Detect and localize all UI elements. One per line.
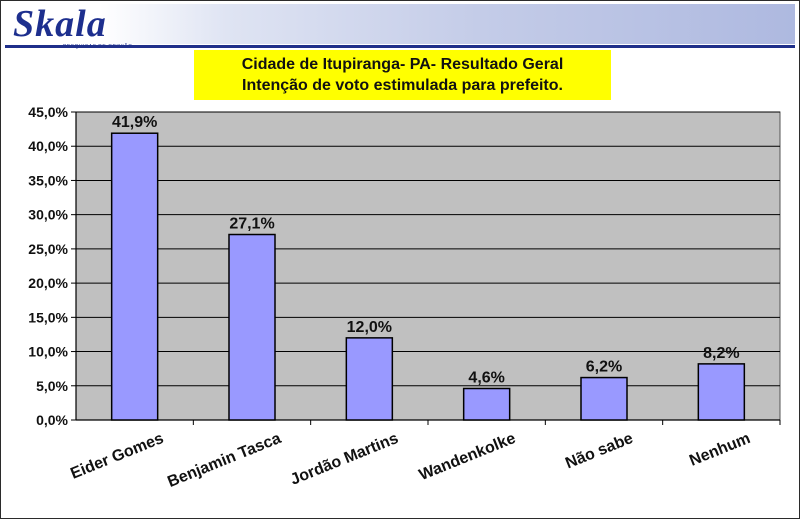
bar-3 bbox=[345, 337, 394, 421]
bar-1 bbox=[110, 132, 159, 421]
data-label: 27,1% bbox=[229, 216, 274, 233]
data-label: 12,0% bbox=[347, 319, 392, 336]
bar-4 bbox=[462, 387, 511, 421]
header-band: Skala PESQUISAS DE OPINIÃO bbox=[5, 3, 795, 50]
y-tick-label: 35,0% bbox=[28, 172, 68, 188]
chart-title: Cidade de Itupiranga- PA- Resultado Gera… bbox=[194, 50, 611, 100]
x-category-label: Benjamin Tasca bbox=[165, 430, 283, 491]
y-tick-label: 10,0% bbox=[28, 344, 68, 360]
x-category-label: Não sabe bbox=[563, 430, 635, 472]
data-label: 4,6% bbox=[468, 370, 504, 387]
y-tick-label: 0,0% bbox=[36, 412, 68, 428]
skala-logo: Skala bbox=[13, 3, 107, 45]
data-label: 8,2% bbox=[703, 345, 739, 362]
data-label: 6,2% bbox=[586, 359, 622, 376]
y-tick-label: 40,0% bbox=[28, 138, 68, 154]
y-tick-label: 25,0% bbox=[28, 241, 68, 257]
header-rule bbox=[5, 45, 795, 48]
y-tick-label: 15,0% bbox=[28, 309, 68, 325]
bar-5 bbox=[580, 376, 628, 421]
chart-title-line-2: Intenção de voto estimulada para prefeit… bbox=[242, 77, 563, 94]
x-category-label: Eider Gomes bbox=[68, 430, 166, 483]
y-tick-label: 5,0% bbox=[36, 378, 68, 394]
bar-2 bbox=[228, 233, 276, 421]
data-label: 41,9% bbox=[112, 114, 157, 131]
x-category-label: Wandenkolke bbox=[417, 430, 519, 484]
y-tick-label: 20,0% bbox=[28, 275, 68, 291]
x-category-label: Jordão Martins bbox=[288, 430, 401, 489]
bar-6 bbox=[697, 363, 746, 421]
plot-area bbox=[75, 111, 781, 421]
chart-title-line-1: Cidade de Itupiranga- PA- Resultado Gera… bbox=[241, 56, 564, 73]
y-tick-label: 30,0% bbox=[28, 207, 68, 223]
x-category-label: Nenhum bbox=[687, 430, 753, 470]
y-tick-label: 45,0% bbox=[28, 104, 68, 120]
